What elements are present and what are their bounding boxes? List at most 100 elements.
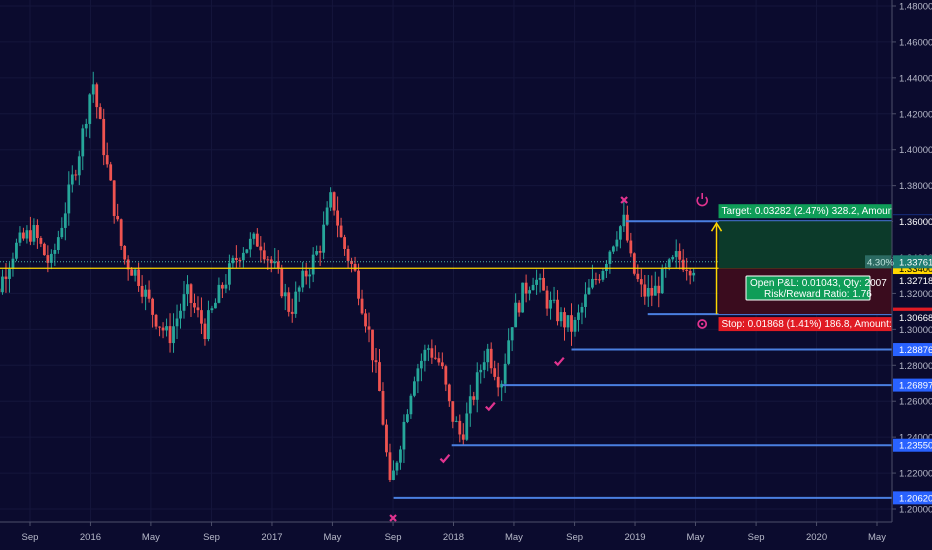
candle-body <box>200 310 203 324</box>
candle-body <box>140 285 144 297</box>
candle-body <box>262 250 266 260</box>
candle-body <box>297 287 301 292</box>
candle-body <box>186 284 189 295</box>
candle-body <box>8 268 11 279</box>
candle-body <box>311 254 315 275</box>
price-tick-label: 1.48000 <box>899 2 932 13</box>
candle-body <box>444 366 448 385</box>
candle-body <box>423 349 427 361</box>
candle-body <box>241 252 245 261</box>
candle-body <box>130 269 134 276</box>
price-tick-label: 1.44000 <box>899 73 932 84</box>
candle-body <box>154 314 158 327</box>
time-tick-label: 2020 <box>806 532 827 543</box>
candle-body <box>126 259 130 270</box>
candle-body <box>472 396 476 400</box>
candle-body <box>552 299 556 301</box>
candle-body <box>210 308 214 311</box>
candle-body <box>161 327 165 331</box>
candle-body <box>283 292 287 297</box>
candle-body <box>608 251 612 264</box>
candle-body <box>639 279 643 285</box>
check-marker-icon <box>485 401 496 412</box>
candle-body <box>259 246 263 251</box>
candle-body <box>290 311 294 314</box>
circle-marker-icon <box>697 319 708 329</box>
time-tick-label: Sep <box>203 532 220 543</box>
candle-body <box>60 227 64 238</box>
candle-body <box>482 362 486 370</box>
candle-body <box>318 251 322 253</box>
candle-body <box>538 277 542 280</box>
candle-body <box>49 253 53 263</box>
candle-body <box>643 284 647 297</box>
stop-label-box <box>718 317 892 332</box>
candle-body <box>573 319 577 332</box>
candle-body <box>625 214 629 241</box>
candle-body <box>63 213 67 228</box>
candle-body <box>168 326 172 344</box>
candle-body <box>280 267 284 297</box>
candle-body <box>42 243 46 256</box>
candle-body <box>144 289 148 297</box>
position-arrow-head <box>710 221 723 232</box>
candle-body <box>688 270 692 276</box>
price-axis[interactable]: 1.48000 1.46000 1.44000 1.42000 1.40000 1.380… <box>865 0 932 522</box>
x-marker-icon <box>620 196 628 204</box>
candle-body <box>580 306 584 313</box>
candle-body <box>227 263 231 285</box>
percent-tag-bg <box>865 255 891 269</box>
candle-body <box>231 257 235 264</box>
candle-body <box>563 312 566 328</box>
candle-body <box>29 230 32 242</box>
time-tick-label: 2017 <box>261 532 282 543</box>
candle-body <box>11 258 15 269</box>
candle-body <box>255 233 259 247</box>
candle-body <box>521 282 525 313</box>
price-tick-label: 1.30000 <box>899 325 932 336</box>
candle-body <box>388 452 392 480</box>
candle-body <box>667 259 671 268</box>
candle-body <box>660 268 664 294</box>
candle-body <box>88 94 92 124</box>
candle-body <box>322 224 326 253</box>
candle-body <box>70 174 74 185</box>
candle-body <box>517 302 521 313</box>
candle-body <box>559 312 563 322</box>
candle-body <box>524 282 528 294</box>
candle-body <box>685 269 689 271</box>
candle-body <box>594 278 598 280</box>
price-tick-label: 1.40000 <box>899 145 932 156</box>
long-position-tool[interactable]: Target: 0.03282 (2.47%) 328.2, Amount: 2… <box>710 204 928 332</box>
candle-body <box>102 118 106 156</box>
candle-body <box>266 259 270 261</box>
candle-body <box>426 348 430 350</box>
candle-body <box>1 276 4 293</box>
candle-body <box>632 253 636 274</box>
candle-body <box>406 414 409 422</box>
candle-body <box>353 263 357 271</box>
candle-body <box>15 242 18 259</box>
candle-body <box>584 294 587 307</box>
candle-body <box>618 226 622 240</box>
candle-body <box>252 233 256 239</box>
time-tick-label: May <box>323 532 341 543</box>
candle-body <box>221 284 224 289</box>
candle-body <box>91 84 95 95</box>
candle-body <box>112 180 116 216</box>
price-tick-label: 1.46000 <box>899 37 932 48</box>
time-tick-label: Sep <box>748 532 765 543</box>
price-tag-bg <box>893 491 932 505</box>
candle-body <box>350 260 353 264</box>
candle-body <box>510 327 514 341</box>
candle-body <box>570 315 573 332</box>
time-axis[interactable]: Sep 2016 May Sep 2017 May Sep 2018 May Sep 2019 May… <box>0 521 932 550</box>
candle-body <box>294 291 298 314</box>
candle-body <box>475 372 479 400</box>
candle-body <box>81 128 85 157</box>
pnl-box <box>745 275 871 301</box>
price-tag-bg <box>893 310 932 324</box>
circle-marker-dot <box>700 322 704 326</box>
candle-body <box>315 251 319 255</box>
